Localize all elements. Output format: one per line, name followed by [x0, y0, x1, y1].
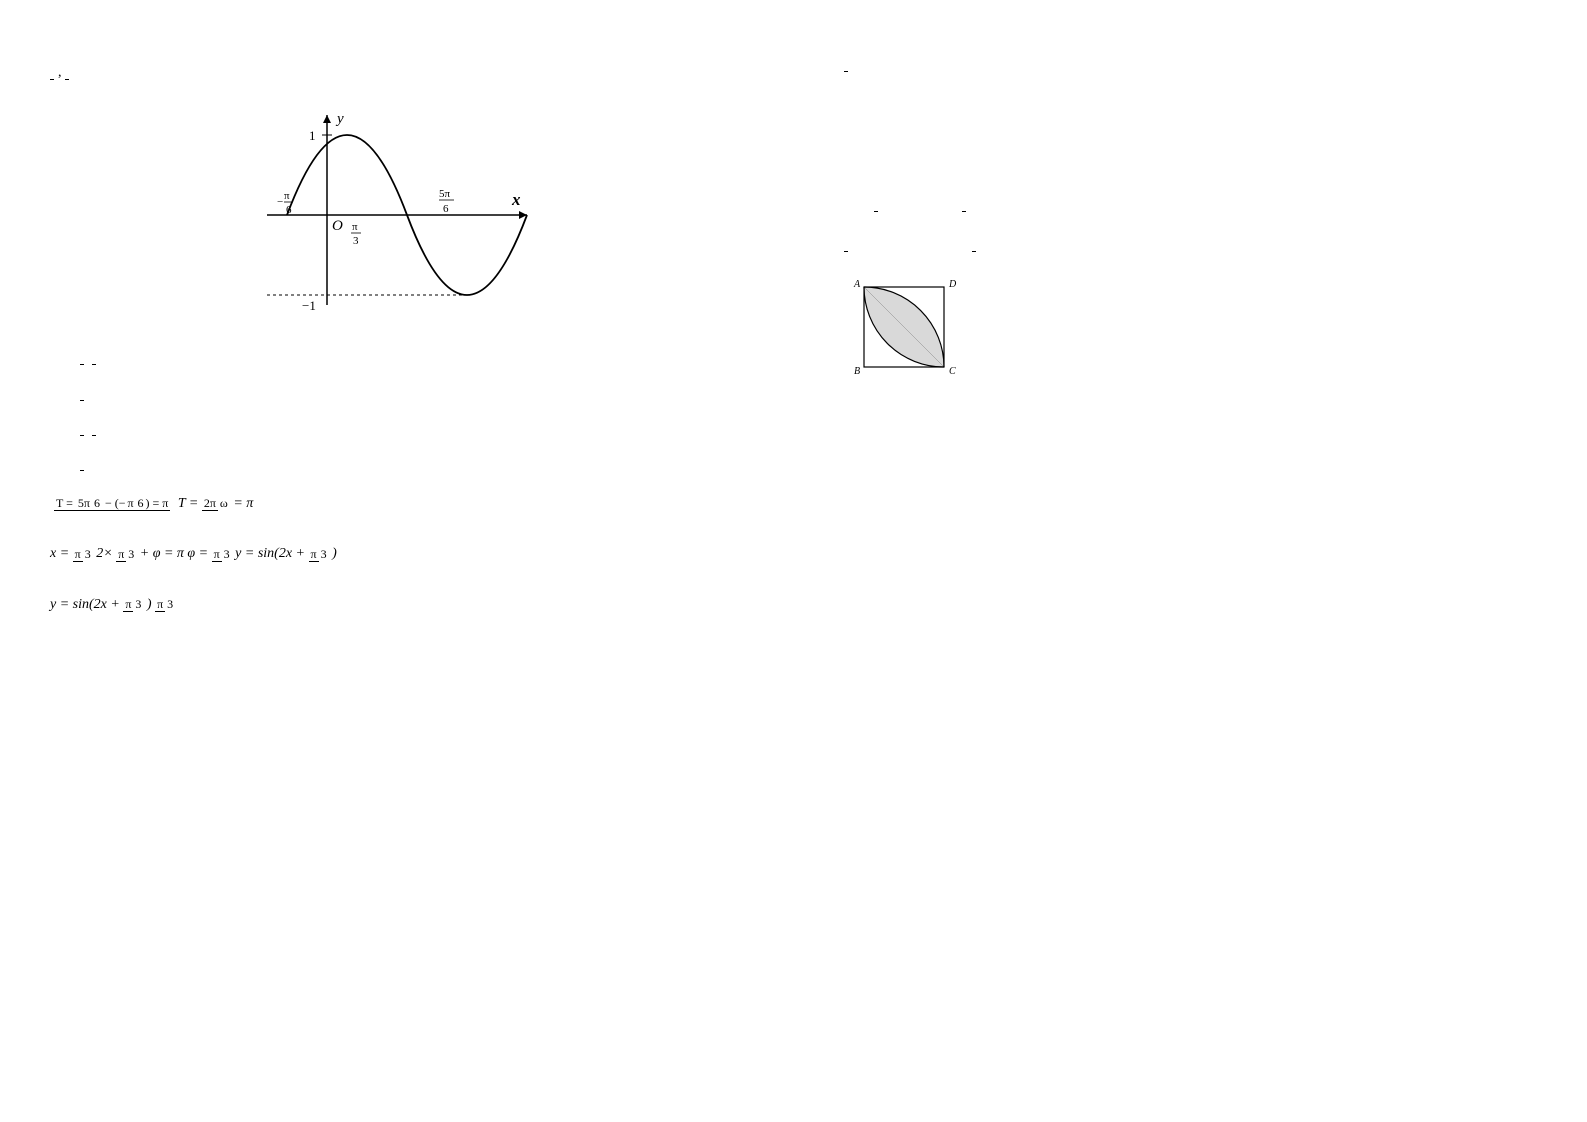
question-1: ,	[50, 60, 744, 85]
left-column: , 1 −1 O x y − π 6 π	[0, 0, 794, 1122]
q4-options-row2	[844, 232, 1538, 257]
svg-text:5π: 5π	[439, 188, 451, 200]
square-circles-diagram: A D B C	[844, 272, 984, 382]
svg-text:1: 1	[309, 128, 316, 143]
svg-text:6: 6	[443, 203, 449, 215]
svg-text:O: O	[332, 218, 343, 234]
q5-options	[844, 402, 1538, 427]
svg-text:y: y	[335, 111, 344, 127]
svg-text:3: 3	[353, 235, 359, 247]
q4-optB	[962, 192, 970, 217]
q1-explanation: T = 5π6 − (−π6) = π T = 2πω = π x = π3 2…	[50, 491, 744, 617]
frac-pi6	[50, 66, 58, 79]
svg-text:D: D	[948, 279, 957, 290]
q4-optA	[874, 192, 882, 217]
q4-optC	[844, 232, 852, 257]
q3-options-row2	[874, 136, 1538, 161]
q1-option-D	[80, 451, 744, 476]
svg-text:A: A	[853, 279, 861, 290]
q1-option-B	[80, 380, 744, 405]
svg-text:B: B	[854, 366, 860, 377]
frac-5pi6	[65, 66, 73, 79]
q4-options-row1	[874, 192, 1508, 217]
sine-graph: 1 −1 O x y − π 6 π 3 5π 6	[247, 105, 547, 325]
svg-text:−1: −1	[302, 298, 316, 313]
q4-optD	[972, 232, 980, 257]
q1-option-C	[80, 416, 744, 441]
svg-text:−: −	[277, 196, 283, 208]
svg-text:x: x	[511, 190, 521, 209]
svg-text:π: π	[352, 221, 358, 233]
right-column: A D B C	[794, 0, 1587, 1122]
svg-text:6: 6	[286, 204, 292, 216]
q1-option-A	[80, 345, 744, 370]
svg-text:C: C	[949, 366, 956, 377]
col2-continuation	[844, 52, 1538, 77]
q3-options-row1	[874, 101, 1538, 126]
svg-text:π: π	[284, 190, 290, 202]
